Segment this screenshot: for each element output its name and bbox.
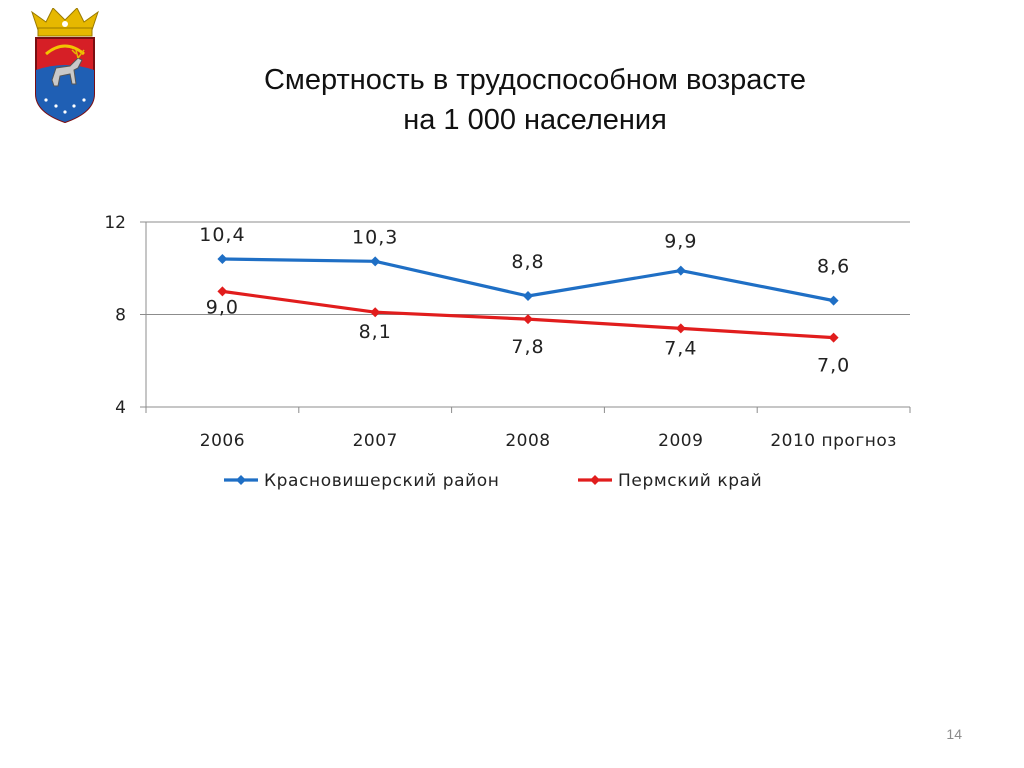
- data-point-marker: [217, 286, 228, 297]
- data-label: 8,6: [817, 256, 850, 278]
- legend-label: Пермский край: [618, 471, 762, 491]
- y-tick-label: 4: [115, 398, 126, 418]
- data-point-marker: [675, 323, 686, 334]
- data-point-marker: [828, 295, 839, 306]
- data-label: 8,1: [359, 321, 392, 343]
- data-point-marker: [523, 314, 533, 325]
- data-point-marker: [828, 332, 839, 343]
- data-point-marker: [675, 265, 686, 276]
- x-tick-label: 2010 прогноз: [770, 431, 896, 451]
- slide-title-line-1: Смертность в трудоспособном возрасте: [263, 64, 807, 96]
- slide-title-line-2: на 1 000 населения: [403, 104, 667, 136]
- x-tick-label: 2009: [658, 431, 703, 451]
- legend-marker: [590, 475, 600, 485]
- data-label: 10,3: [352, 226, 398, 248]
- slide-title: Смертность в трудоспособном возрасте на …: [180, 60, 890, 140]
- data-point-marker: [217, 254, 228, 264]
- x-tick-label: 2008: [505, 431, 550, 451]
- page-number: 14: [946, 726, 962, 742]
- data-point-marker: [370, 307, 381, 318]
- legend-marker: [236, 475, 246, 485]
- data-label: 10,4: [199, 224, 245, 246]
- data-label: 7,0: [817, 355, 850, 377]
- data-point-marker: [523, 291, 533, 301]
- data-label: 9,0: [206, 296, 239, 318]
- x-tick-label: 2006: [200, 431, 245, 451]
- x-tick-label: 2007: [353, 431, 398, 451]
- coat-of-arms-icon: [31, 8, 99, 124]
- y-tick-label: 12: [104, 213, 126, 233]
- data-label: 8,8: [511, 251, 544, 273]
- data-label: 9,9: [664, 231, 697, 253]
- data-label: 7,8: [511, 336, 544, 358]
- y-tick-label: 8: [115, 306, 126, 326]
- data-label: 7,4: [664, 337, 697, 359]
- legend-label: Красновишерский район: [264, 471, 500, 491]
- data-point-marker: [370, 256, 381, 267]
